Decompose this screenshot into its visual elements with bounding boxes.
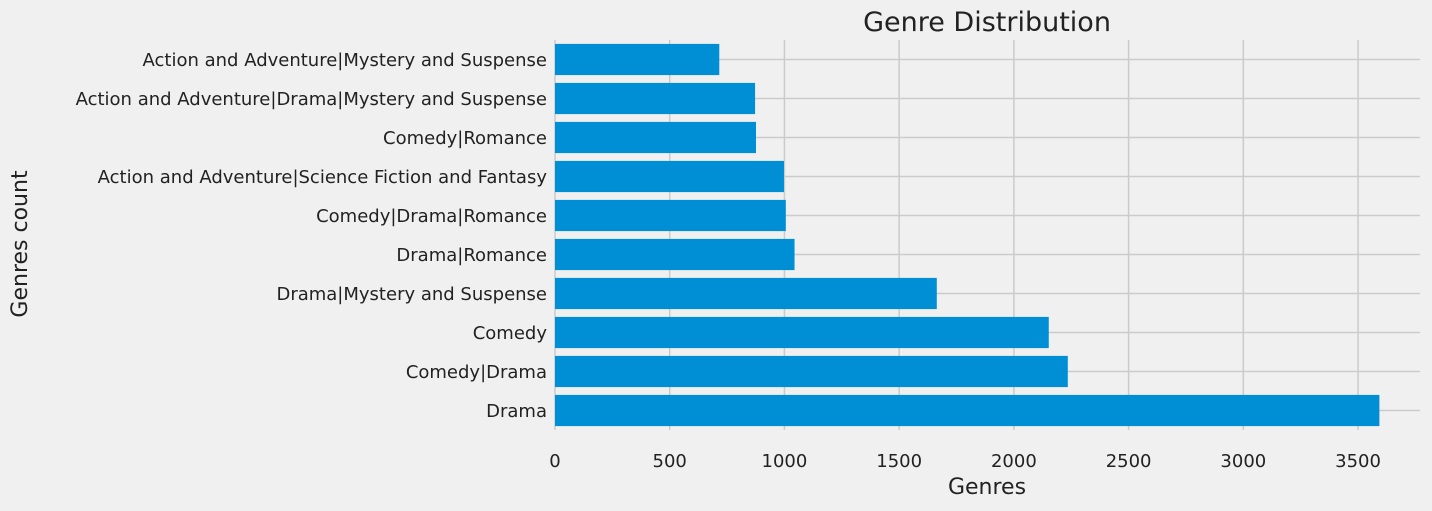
y-tick-label: Action and Adventure|Mystery and Suspens…	[143, 50, 547, 71]
y-tick-labels: Drama Comedy|Drama Comedy Drama|Mystery and…	[76, 50, 548, 422]
x-tick-label: 0	[549, 451, 560, 472]
x-tick-label: 2500	[1106, 451, 1152, 472]
x-tick-label: 1500	[876, 451, 922, 472]
x-tick-label: 3500	[1335, 451, 1381, 472]
x-tick-label: 2000	[991, 451, 1037, 472]
bar-comedy-drama-romance	[555, 199, 786, 232]
y-tick-label: Action and Adventure|Science Fiction and…	[98, 167, 548, 188]
y-tick-label: Drama	[486, 401, 547, 422]
y-tick-label: Drama|Mystery and Suspense	[276, 284, 547, 305]
bar-action-and-adventure-drama-mystery-and-suspense	[555, 82, 756, 115]
bar-action-and-adventure-mystery-and-suspense	[555, 43, 720, 76]
x-tick-label: 500	[653, 451, 687, 472]
bar-action-and-adventure-science-fiction-and-fantasy	[555, 160, 784, 193]
x-axis-label: Genres	[948, 475, 1026, 500]
bar-drama-mystery-and-suspense	[555, 277, 937, 310]
y-tick-label: Action and Adventure|Drama|Mystery and S…	[76, 89, 547, 110]
bar-drama-romance	[555, 238, 795, 271]
x-tick-labels: 0 500 1000 1500 2000 2500 3000 3500	[549, 451, 1381, 472]
bar-drama	[555, 394, 1380, 427]
y-tick-label: Comedy|Drama	[406, 362, 547, 383]
y-tick-label: Drama|Romance	[396, 245, 547, 266]
bar-comedy	[555, 316, 1049, 349]
chart-title: Genre Distribution	[863, 7, 1111, 38]
bar-comedy-drama	[555, 355, 1068, 388]
y-tick-label: Comedy|Drama|Romance	[316, 206, 547, 227]
x-tick-label: 1000	[762, 451, 808, 472]
bar-comedy-romance	[555, 121, 756, 154]
y-tick-label: Comedy	[473, 323, 548, 344]
x-tick-label: 3000	[1220, 451, 1266, 472]
y-tick-label: Comedy|Romance	[383, 128, 547, 149]
bars	[555, 43, 1380, 427]
y-axis-label: Genres count	[8, 170, 33, 318]
